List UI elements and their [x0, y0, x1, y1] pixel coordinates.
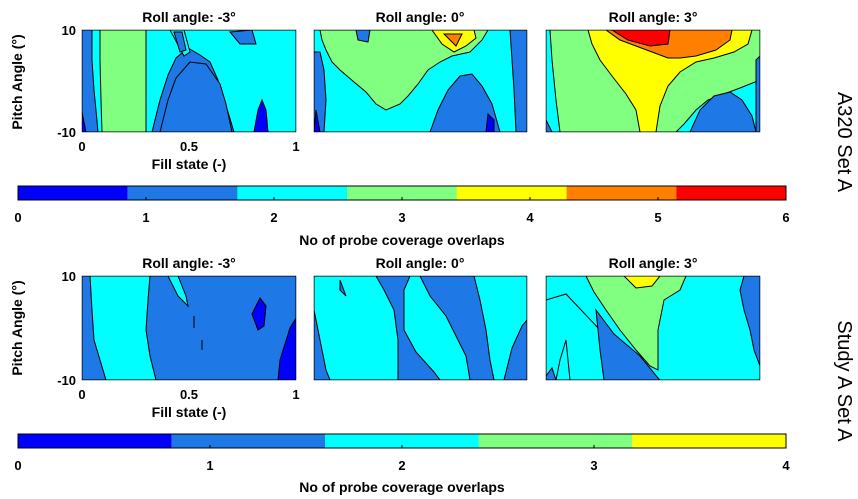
colorbar-tick-label: 3: [590, 458, 597, 473]
x-tick-top-1: 0.5: [180, 139, 198, 154]
panel-title-bottom-1: Roll angle: -3°: [142, 255, 236, 271]
panel-bottom-2: [314, 276, 527, 380]
y-tick-bottom-min: -10: [57, 373, 76, 388]
colorbar-tick-label: 1: [142, 210, 149, 225]
colorbar-tick-label: 3: [398, 210, 405, 225]
y-axis-label-top: Pitch Angle (°): [9, 34, 25, 129]
panel-title-top-1: Roll angle: -3°: [142, 9, 236, 25]
panel-top-3: [546, 30, 760, 132]
colorbar-segment: [325, 434, 479, 448]
colorbar-tick-label: 4: [526, 210, 534, 225]
y-tick-top-min: -10: [57, 125, 76, 140]
colorbar-tick-label: 1: [206, 458, 213, 473]
y-tick-bottom-max: 10: [62, 269, 76, 284]
colorbar-tick-label: 4: [782, 458, 790, 473]
colorbar-segment: [237, 186, 348, 200]
colorbar-tick-label: 5: [654, 210, 661, 225]
colorbar-bottom: 0 1 2 3 4: [14, 433, 790, 473]
colorbar-tick-label: 2: [398, 458, 405, 473]
panel-bottom-3: [546, 276, 760, 380]
panel-title-top-3: Roll angle: 3°: [609, 9, 698, 25]
colorbar-segment: [478, 434, 633, 448]
x-axis-label-bottom: Fill state (-): [152, 404, 227, 420]
group-label-bottom: Study A Set A: [833, 320, 855, 442]
colorbar-segment: [347, 186, 457, 200]
colorbar-segment: [632, 434, 786, 448]
x-tick-bottom-0: 0: [78, 387, 85, 402]
colorbar-label-top: No of probe coverage overlaps: [299, 232, 505, 248]
x-tick-bottom-1: 0.5: [180, 387, 198, 402]
colorbar-tick-label: 0: [14, 210, 21, 225]
panel-title-bottom-3: Roll angle: 3°: [609, 255, 698, 271]
x-tick-top-0: 0: [78, 139, 85, 154]
colorbar-segment: [456, 186, 567, 200]
panel-title-bottom-2: Roll angle: 0°: [376, 255, 465, 271]
y-tick-top-max: 10: [62, 23, 76, 38]
panel-top-2: [314, 30, 527, 132]
x-tick-bottom-2: 1: [292, 387, 299, 402]
x-axis-label-top: Fill state (-): [152, 156, 227, 172]
colorbar-segment: [676, 186, 786, 200]
colorbar-segment: [127, 186, 238, 200]
y-axis-label-bottom: Pitch Angle (°): [9, 280, 25, 375]
colorbar-top: 0 1 2 3 4 5 6: [14, 185, 790, 225]
colorbar-tick-label: 6: [782, 210, 789, 225]
colorbar-segment: [18, 186, 128, 200]
colorbar-tick-label: 2: [270, 210, 277, 225]
colorbar-label-bottom: No of probe coverage overlaps: [299, 479, 505, 495]
colorbar-tick-label: 0: [14, 458, 21, 473]
colorbar-segment: [18, 434, 172, 448]
panel-top-1: [82, 30, 296, 132]
panel-bottom-1: [82, 276, 296, 380]
x-tick-top-2: 1: [292, 139, 299, 154]
colorbar-segment: [566, 186, 677, 200]
panel-title-top-2: Roll angle: 0°: [376, 9, 465, 25]
group-label-top: A320 Set A: [833, 92, 855, 193]
colorbar-segment: [171, 434, 326, 448]
